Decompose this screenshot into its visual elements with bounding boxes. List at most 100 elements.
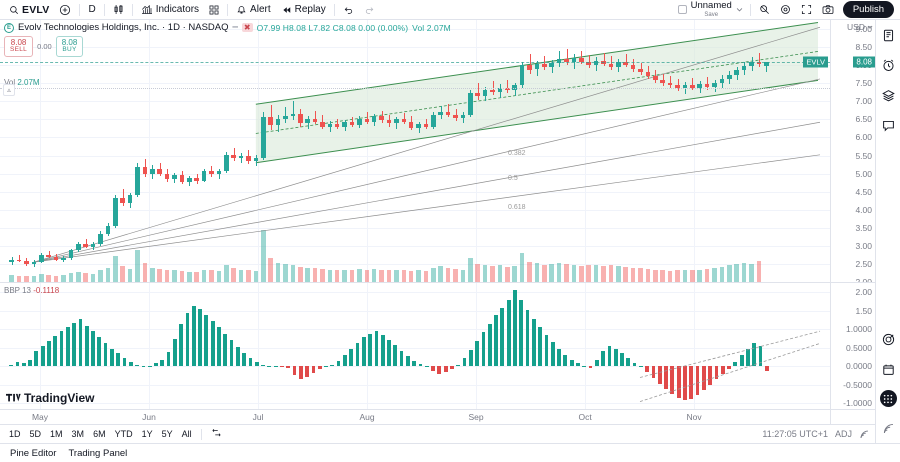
undo-button[interactable] xyxy=(338,2,359,18)
candle-body xyxy=(423,124,429,128)
time-tick-label: Sep xyxy=(468,412,484,422)
indicators-button[interactable]: Indicators xyxy=(136,2,204,18)
candle-body xyxy=(601,60,606,64)
timeframe-5y[interactable]: 5Y xyxy=(161,429,173,439)
candle-body xyxy=(327,123,333,127)
indicator-scale[interactable]: 2.00 1.50 1.0000 0.5000 0.0000 -0.5000 -1.0000 xyxy=(830,283,875,409)
time-gridline xyxy=(149,20,151,282)
price-gridline xyxy=(0,173,830,175)
candle-body xyxy=(246,155,251,162)
indicator-plot[interactable]: BBP 13 -0.1118 TradingVie xyxy=(0,283,830,409)
indicator-histogram-bar xyxy=(683,366,687,401)
candle-body xyxy=(438,112,444,116)
volume-bar xyxy=(660,270,665,282)
volume-bar xyxy=(445,267,451,282)
eye-icon[interactable]: ━ xyxy=(232,22,238,32)
alert-button[interactable]: Alert xyxy=(231,2,276,18)
buy-label: BUY xyxy=(62,46,77,54)
indicator-histogram-bar xyxy=(525,310,530,367)
candle-body xyxy=(334,123,340,127)
quick-search-button[interactable] xyxy=(754,2,775,18)
chart-body: E Evolv Technologies Holdings, Inc. · 1D… xyxy=(0,20,900,443)
indicator-histogram-bar xyxy=(462,358,467,367)
price-gridline xyxy=(0,119,830,121)
indicator-histogram-bar xyxy=(254,361,259,367)
candle-body xyxy=(209,170,214,175)
candle-body xyxy=(120,198,125,204)
volume-bar xyxy=(135,249,140,282)
candle-body xyxy=(142,167,148,174)
timeframe-3m[interactable]: 3M xyxy=(71,429,85,439)
signal-icon[interactable] xyxy=(859,429,870,440)
price-plot[interactable]: E Evolv Technologies Holdings, Inc. · 1D… xyxy=(0,20,830,282)
price-tick-label: 5.50 xyxy=(855,150,872,161)
watchlist-icon[interactable] xyxy=(879,26,897,44)
trading-panel-tab[interactable]: Trading Panel xyxy=(68,447,128,459)
redo-button[interactable] xyxy=(359,2,380,18)
current-price-tag[interactable]: 8.08 xyxy=(853,56,875,68)
chevron-down-icon[interactable] xyxy=(736,6,743,13)
save-checkbox-icon[interactable] xyxy=(677,5,687,14)
date-range-button[interactable] xyxy=(207,427,226,441)
broadcast-icon[interactable] xyxy=(879,419,897,437)
symbol-avatar: E xyxy=(4,22,14,33)
volume-bar xyxy=(246,270,251,282)
compare-add-button[interactable] xyxy=(54,2,76,18)
candle-body xyxy=(667,82,673,86)
timeframe-1m[interactable]: 1M xyxy=(50,429,63,439)
pine-editor-tab[interactable]: Pine Editor xyxy=(10,447,57,459)
buy-button[interactable]: 8.08 BUY xyxy=(55,36,84,58)
volume-bar xyxy=(216,270,222,282)
indicator-histogram-bar xyxy=(380,334,385,367)
templates-button[interactable] xyxy=(204,2,224,18)
candle-body xyxy=(283,115,288,120)
layout-save-control[interactable]: Unnamed Save xyxy=(674,1,747,18)
indicator-histogram-bar xyxy=(506,300,511,367)
currency-selector[interactable]: USD xyxy=(847,22,873,32)
time-gridline xyxy=(694,20,696,282)
fullscreen-button[interactable] xyxy=(796,2,817,18)
volume-bar xyxy=(593,265,599,282)
publish-button[interactable]: Publish xyxy=(842,1,894,18)
symbol-search[interactable]: EVLV xyxy=(4,2,54,18)
candle-body xyxy=(690,84,695,88)
candle-wick xyxy=(766,62,768,72)
alerts-clock-icon[interactable] xyxy=(879,56,897,74)
timeframe-all[interactable]: All xyxy=(181,429,192,439)
data-window-icon[interactable] xyxy=(879,86,897,104)
price-scale[interactable]: USD 9.008.508.007.507.006.506.005.505.00… xyxy=(830,20,875,287)
timeframe-1d[interactable]: 1D xyxy=(9,429,21,439)
timeframe-6m[interactable]: 6M xyxy=(93,429,106,439)
volume-bar xyxy=(24,276,29,282)
chart-clock[interactable]: 11:27:05 UTC+1 xyxy=(762,429,828,439)
time-axis[interactable]: May Jun Jul Aug Sep Oct Nov xyxy=(0,409,875,424)
replay-button[interactable]: Replay xyxy=(276,2,331,18)
indicator-histogram-bar xyxy=(550,342,555,367)
indicator-value: -0.1118 xyxy=(33,286,60,295)
indicator-histogram-bar xyxy=(456,364,461,367)
visibility-toggle-icon[interactable]: ✖ xyxy=(241,23,253,32)
timeframe-ytd[interactable]: YTD xyxy=(114,429,133,439)
snapshot-button[interactable] xyxy=(817,2,839,18)
timeframe-5d[interactable]: 5D xyxy=(29,429,42,439)
ideas-icon[interactable] xyxy=(879,330,897,348)
price-gridline xyxy=(0,209,830,211)
interval-selector[interactable]: D xyxy=(83,2,100,18)
indicator-histogram-bar xyxy=(431,366,435,371)
candle-body xyxy=(534,64,540,70)
indicator-histogram-bar xyxy=(40,346,45,367)
adjust-data-toggle[interactable]: ADJ xyxy=(834,429,852,439)
chat-icon[interactable] xyxy=(879,116,897,134)
sell-button[interactable]: 8.08 SELL xyxy=(4,36,34,58)
settings-button[interactable] xyxy=(775,2,796,18)
indicator-histogram-bar xyxy=(746,348,750,367)
timeframe-1y[interactable]: 1Y xyxy=(141,429,153,439)
indicator-histogram-bar xyxy=(708,366,713,385)
indicator-histogram-bar xyxy=(324,366,328,368)
chart-type-button[interactable] xyxy=(108,2,129,18)
volume-bar xyxy=(645,269,651,282)
volume-bar xyxy=(727,265,732,282)
pane-collapse-button[interactable]: ▵ xyxy=(3,84,15,96)
apps-grid-icon[interactable] xyxy=(879,390,897,407)
calendar-icon[interactable] xyxy=(879,360,897,378)
